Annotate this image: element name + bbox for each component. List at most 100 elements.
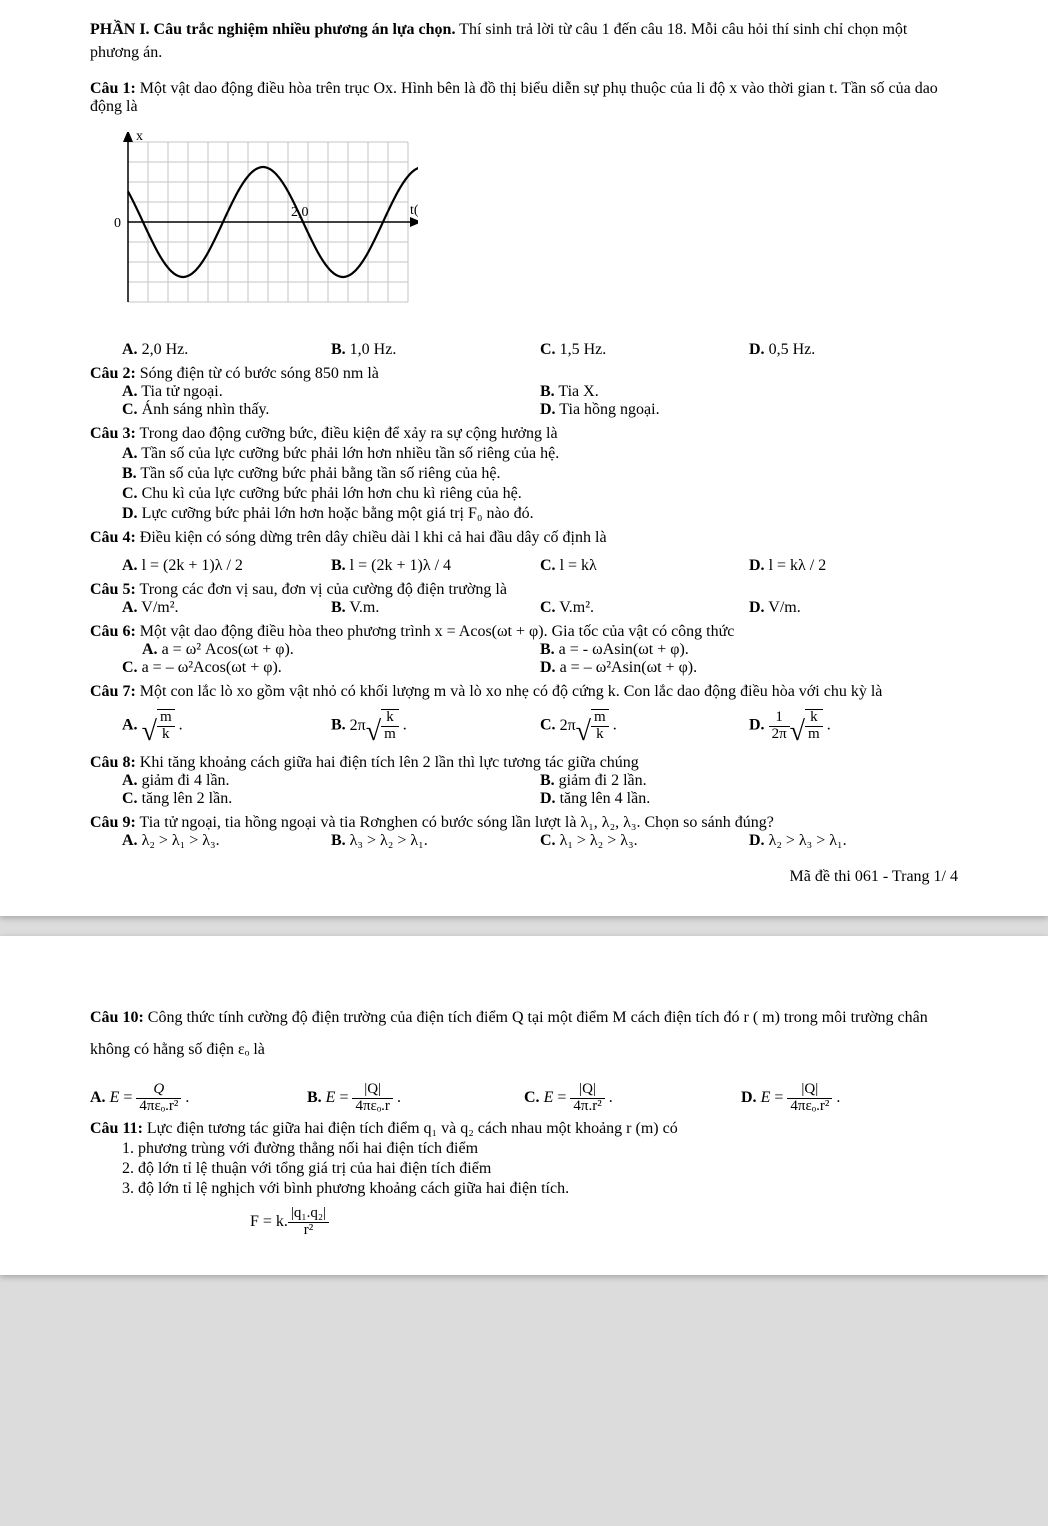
q2-option-d: D. Tia hồng ngoại.	[540, 401, 958, 419]
q9-text-a: Tia tử ngoại, tia hồng ngoại và tia Rơng…	[136, 814, 581, 831]
q7-option-c: C. 2π√mk .	[540, 709, 749, 747]
q9-label: Câu 9:	[90, 814, 136, 831]
q1-option-c: C. 1,5 Hz.	[540, 341, 749, 359]
q4-option-b: B. l = (2k + 1)λ / 4	[331, 557, 540, 575]
q9-option-b: B. λ₃ > λ₂ > λ₁.	[331, 832, 540, 850]
q3-option-b: B. Tần số của lực cưỡng bức phải bằng tầ…	[122, 465, 958, 483]
q10-options: A. E = Q4πεₒ.r² . B. E = |Q|4πεₒ.r . C. …	[90, 1082, 958, 1115]
q10-eps: εₒ	[238, 1041, 249, 1058]
svg-text:t(s): t(s)	[410, 203, 418, 218]
svg-text:x: x	[136, 132, 143, 144]
q2-text: Sóng điện từ có bước sóng 850 nm là	[136, 365, 379, 382]
q8-option-b: B. giảm đi 2 lần.	[540, 772, 958, 790]
question-11: Câu 11: Lực điện tương tác giữa hai điện…	[90, 1120, 958, 1239]
q4-option-d: D. l = kλ / 2	[749, 557, 958, 575]
q7-options: A. √mk . B. 2π√km . C. 2π√mk . D.	[122, 709, 958, 747]
q6-option-c: C. a = – ω²Acos(ωt + φ).	[122, 659, 540, 677]
q1-graph: x 0 t(s) 2,0	[98, 132, 958, 327]
q8-options: A. giảm đi 4 lần. B. giảm đi 2 lần. C. t…	[122, 772, 958, 808]
q3-options: A. Tần số của lực cưỡng bức phải lớn hơn…	[122, 445, 958, 523]
q4-label: Câu 4:	[90, 529, 136, 546]
q1-opt-c-text: 1,5 Hz.	[560, 341, 607, 358]
q10-option-d: D. E = |Q|4πεₒ.r² .	[741, 1082, 958, 1115]
q1-option-d: D. 0,5 Hz.	[749, 341, 958, 359]
q1-options: A. 2,0 Hz. B. 1,0 Hz. C. 1,5 Hz. D. 0,5 …	[122, 341, 958, 359]
q2-option-b: B. Tia X.	[540, 383, 958, 401]
q6-options: A. a = ω² Acos(ωt + φ). B. a = - ωAsin(ω…	[122, 641, 958, 677]
q10-option-c: C. E = |Q|4π.r² .	[524, 1082, 741, 1115]
q2-option-c: C. Ánh sáng nhìn thấy.	[122, 401, 540, 419]
q5-options: A. V/m². B. V.m. C. V.m². D. V/m.	[122, 599, 958, 617]
q9-options: A. λ₂ > λ₁ > λ₃. B. λ₃ > λ₂ > λ₁. C. λ₁ …	[122, 832, 958, 850]
part-header-bold: PHẦN I. Câu trắc nghiệm nhiều phương án …	[90, 21, 455, 38]
q4-text: Điều kiện có sóng dừng trên dây chiều dà…	[136, 529, 607, 546]
q9-option-c: C. λ₁ > λ₂ > λ₃.	[540, 832, 749, 850]
q11-item-2: 2. độ lớn tỉ lệ thuận với tổng giá trị c…	[122, 1160, 958, 1178]
q11-item-1: 1. phương trùng với đường thẳng nối hai …	[122, 1140, 958, 1158]
q7-formula-a: √mk	[142, 717, 179, 734]
page-footer: Mã đề thi 061 - Trang 1/ 4	[90, 868, 958, 886]
svg-text:2,0: 2,0	[291, 205, 309, 220]
q1-text: Một vật dao động điều hòa trên trục Ox. …	[90, 80, 938, 115]
q7-formula-b: 2π√km	[350, 717, 403, 734]
q6-text: Một vật dao động điều hòa theo phương tr…	[136, 623, 735, 640]
q8-option-a: A. giảm đi 4 lần.	[122, 772, 540, 790]
q10-formula-a: E = Q4πεₒ.r²	[110, 1089, 182, 1106]
q1-option-b: B. 1,0 Hz.	[331, 341, 540, 359]
svg-text:0: 0	[114, 216, 121, 231]
q10-formula-d: E = |Q|4πεₒ.r²	[761, 1089, 833, 1106]
q4-option-a: A. l = (2k + 1)λ / 2	[122, 557, 331, 575]
question-1: Câu 1: Một vật dao động điều hòa trên tr…	[90, 80, 958, 359]
q5-text: Trong các đơn vị sau, đơn vị của cường đ…	[136, 581, 507, 598]
q6-option-a: A. a = ω² Acos(ωt + φ).	[122, 641, 540, 659]
q3-option-c: C. Chu kì của lực cưỡng bức phải lớn hơn…	[122, 485, 958, 503]
q5-option-d: D. V/m.	[749, 599, 958, 617]
opt-label-d: D.	[749, 341, 765, 358]
q10-option-b: B. E = |Q|4πεₒ.r .	[307, 1082, 524, 1115]
q10-option-a: A. E = Q4πεₒ.r² .	[90, 1082, 307, 1115]
q10-text-b: là	[249, 1041, 265, 1058]
q1-opt-a-text: 2,0 Hz.	[142, 341, 189, 358]
q2-options: A. Tia tử ngoại. B. Tia X. C. Ánh sáng n…	[122, 383, 958, 419]
question-10: Câu 10: Công thức tính cường độ điện trư…	[90, 1002, 958, 1115]
q4-options: A. l = (2k + 1)λ / 2 B. l = (2k + 1)λ / …	[122, 557, 958, 575]
q1-label: Câu 1:	[90, 80, 136, 97]
q3-label: Câu 3:	[90, 425, 136, 442]
q7-text: Một con lắc lò xo gồm vật nhỏ có khối lư…	[136, 683, 883, 700]
q11-list: 1. phương trùng với đường thẳng nối hai …	[122, 1140, 958, 1198]
q5-label: Câu 5:	[90, 581, 136, 598]
q7-label: Câu 7:	[90, 683, 136, 700]
q1-graph-svg: x 0 t(s) 2,0	[98, 132, 418, 322]
q9-text-b: . Chọn so sánh đúng?	[636, 814, 773, 831]
q8-label: Câu 8:	[90, 754, 136, 771]
question-7: Câu 7: Một con lắc lò xo gồm vật nhỏ có …	[90, 683, 958, 747]
question-2: Câu 2: Sóng điện từ có bước sóng 850 nm …	[90, 365, 958, 419]
q5-option-a: A. V/m².	[122, 599, 331, 617]
question-3: Câu 3: Trong dao động cưỡng bức, điều ki…	[90, 425, 958, 523]
opt-label-c: C.	[540, 341, 556, 358]
q10-label: Câu 10:	[90, 1009, 144, 1026]
q1-opt-d-text: 0,5 Hz.	[769, 341, 816, 358]
q11-text: Lực điện tương tác giữa hai điện tích đi…	[143, 1120, 678, 1137]
question-5: Câu 5: Trong các đơn vị sau, đơn vị của …	[90, 581, 958, 617]
q3-option-d: D. Lực cưỡng bức phải lớn hơn hoặc bằng …	[122, 505, 958, 523]
question-8: Câu 8: Khi tăng khoảng cách giữa hai điệ…	[90, 754, 958, 808]
q10-formula-b: E = |Q|4πεₒ.r	[326, 1089, 393, 1106]
q7-option-a: A. √mk .	[122, 709, 331, 747]
q10-text-a: Công thức tính cường độ điện trường của …	[90, 1009, 928, 1058]
q1-opt-b-text: 1,0 Hz.	[350, 341, 397, 358]
q11-item-3: 3. độ lớn tỉ lệ nghịch với bình phương k…	[122, 1180, 958, 1198]
q9-option-a: A. λ₂ > λ₁ > λ₃.	[122, 832, 331, 850]
q2-option-a: A. Tia tử ngoại.	[122, 383, 540, 401]
q4-option-c: C. l = kλ	[540, 557, 749, 575]
q11-label: Câu 11:	[90, 1120, 143, 1137]
q1-option-a: A. 2,0 Hz.	[122, 341, 331, 359]
opt-label-b: B.	[331, 341, 346, 358]
q6-option-b: B. a = - ωAsin(ωt + φ).	[540, 641, 958, 659]
page-2: Câu 10: Công thức tính cường độ điện trư…	[0, 936, 1048, 1275]
question-4: Câu 4: Điều kiện có sóng dừng trên dây c…	[90, 529, 958, 575]
q2-label: Câu 2:	[90, 365, 136, 382]
q8-option-d: D. tăng lên 4 lần.	[540, 790, 958, 808]
question-6: Câu 6: Một vật dao động điều hòa theo ph…	[90, 623, 958, 677]
q6-option-d: D. a = – ω²Asin(ωt + φ).	[540, 659, 958, 677]
